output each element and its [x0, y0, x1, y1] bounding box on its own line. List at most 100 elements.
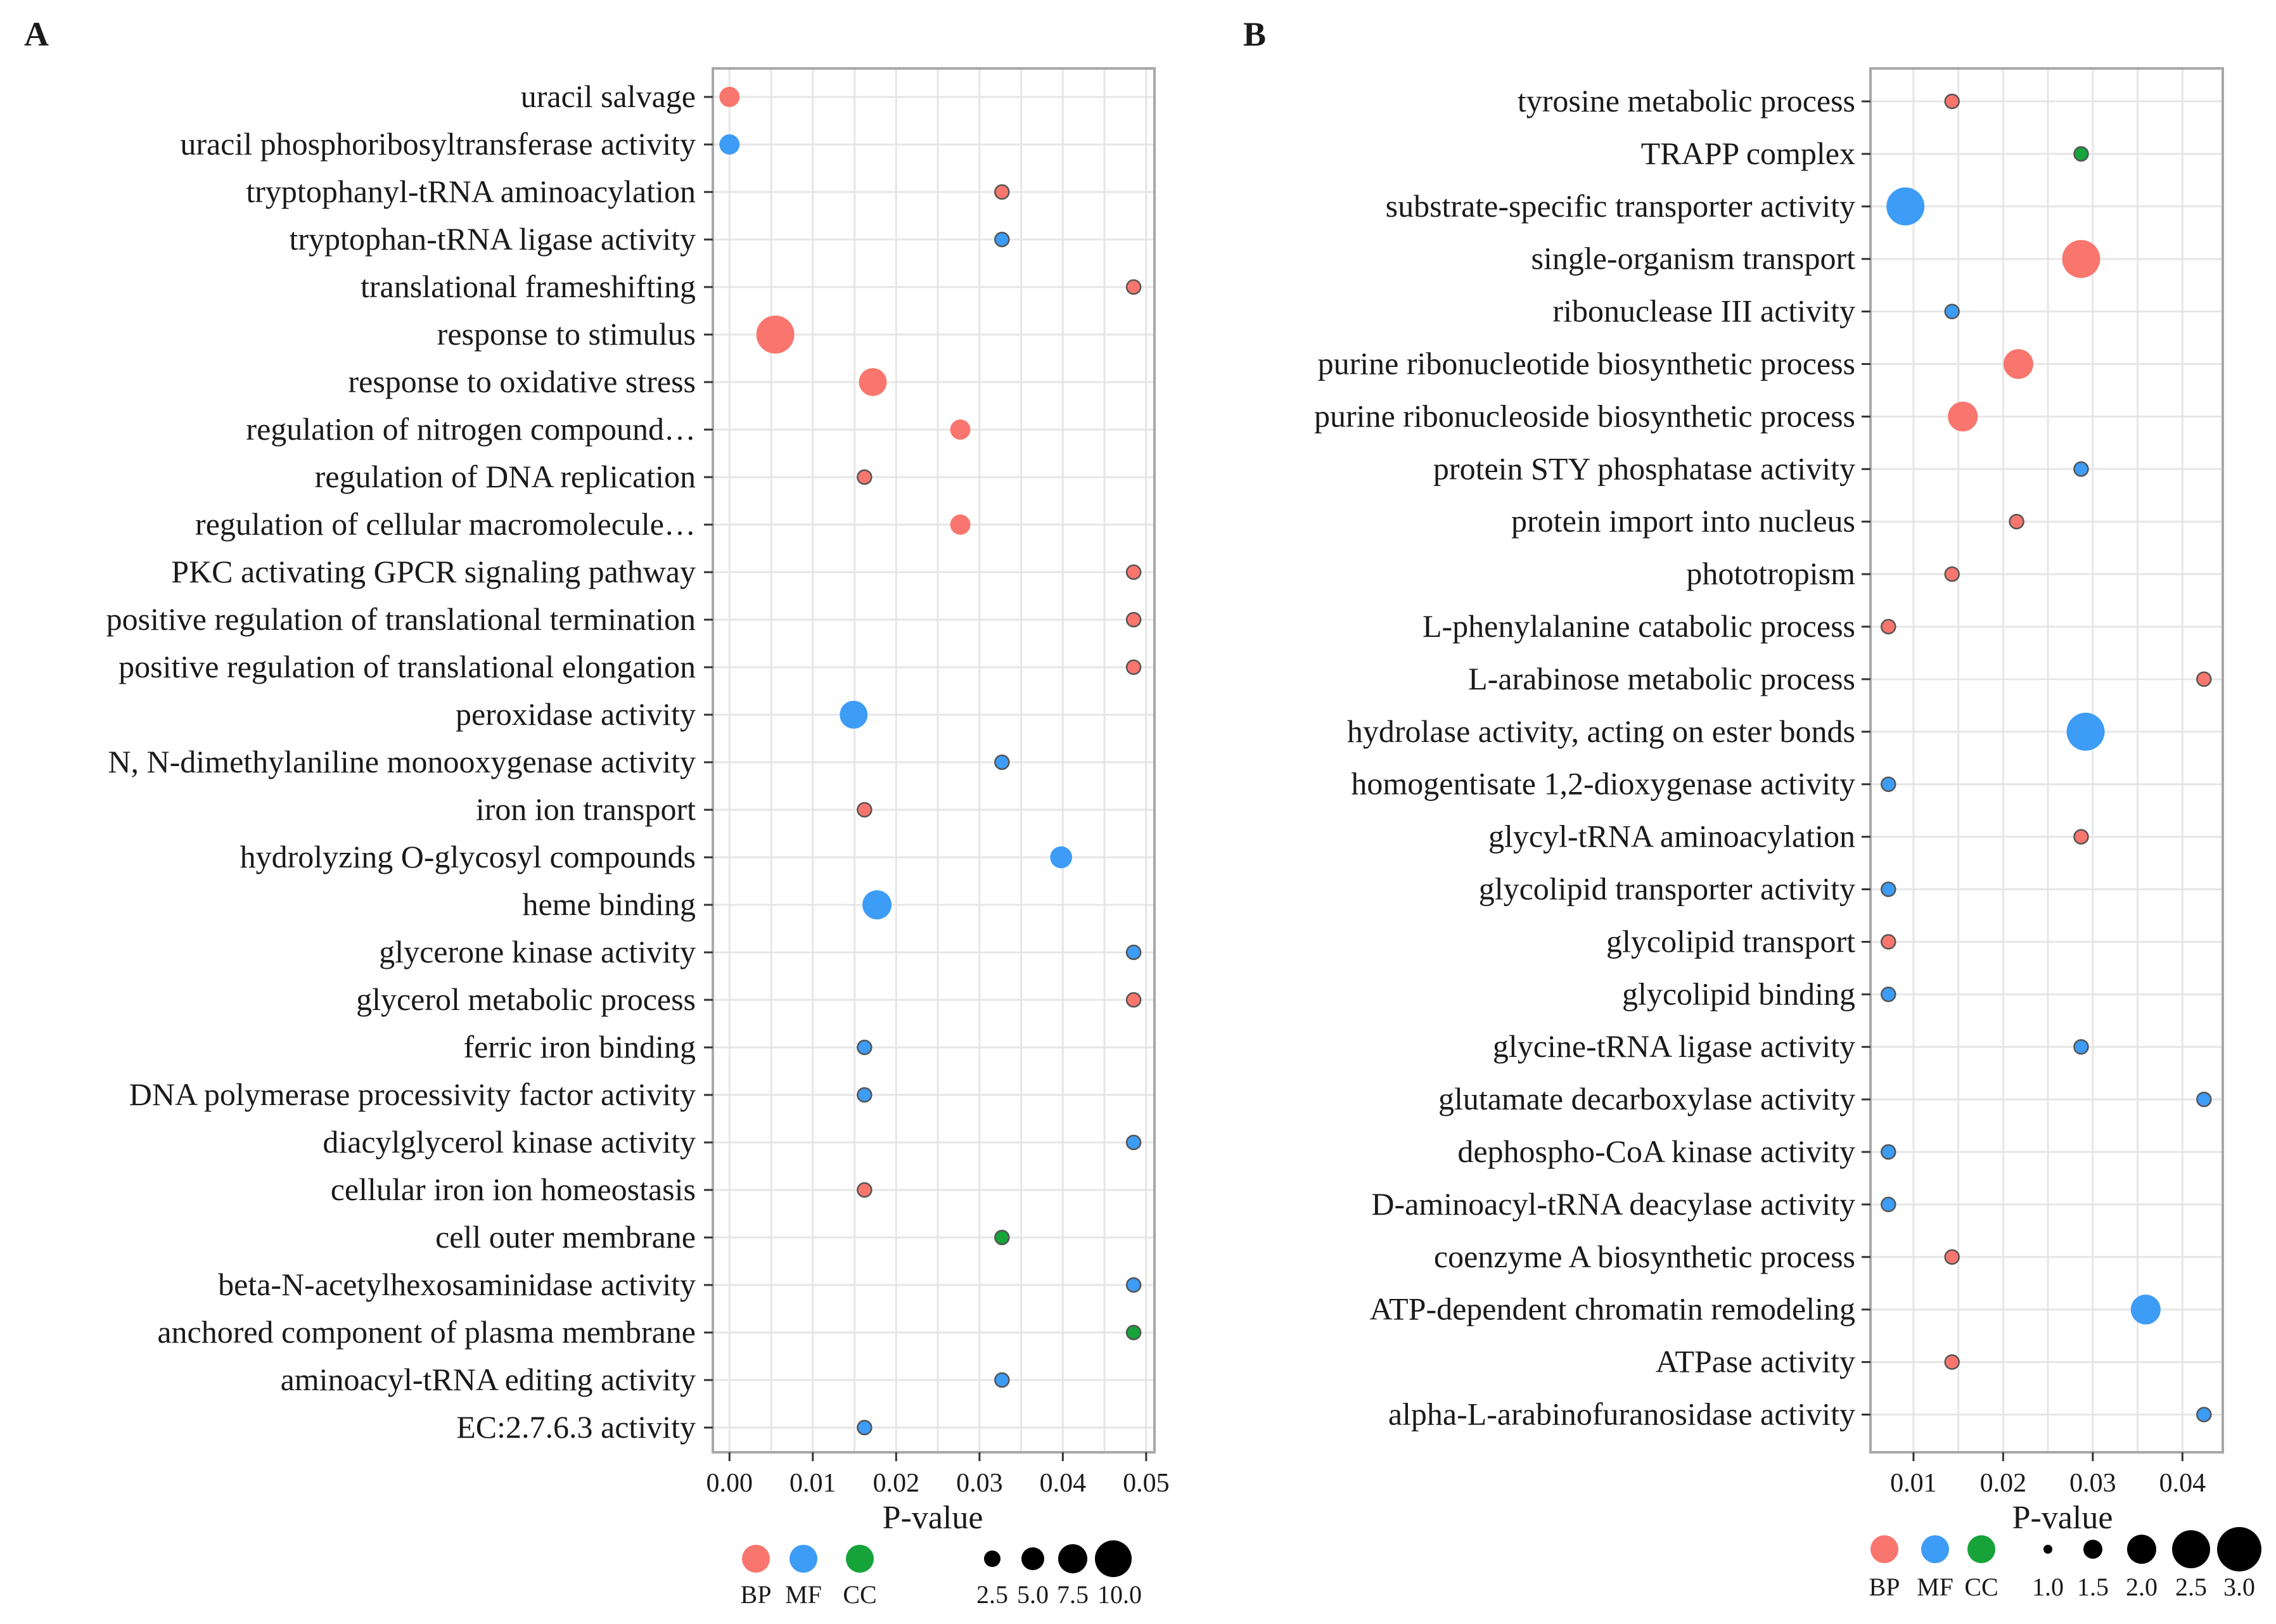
data-point [1886, 187, 1925, 226]
data-point [857, 1182, 873, 1198]
legend-label-mf: MF [1917, 1573, 1953, 1601]
legend-size-label: 2.5 [976, 1580, 1008, 1609]
y-tick-label: hydrolyzing O-glycosyl compounds [240, 839, 696, 874]
points-a [719, 87, 1142, 1436]
y-tick-label: glycine-tRNA ligase activity [1493, 1028, 1855, 1064]
y-tick-label: glutamate decarboxylase activity [1438, 1081, 1855, 1116]
data-point [994, 754, 1010, 770]
data-point [2062, 240, 2100, 278]
y-tick-label: ATPase activity [1656, 1344, 1855, 1379]
y-axis-labels-b: tyrosine metabolic process TRAPP complex s… [1314, 83, 1870, 1432]
legend-size-label: 2.5 [2175, 1573, 2207, 1601]
x-tick-label: 0.02 [873, 1469, 920, 1498]
y-tick-label: glycolipid binding [1622, 976, 1855, 1011]
y-tick-label: phototropism [1686, 556, 1855, 591]
y-tick-label: cellular iron ion homeostasis [331, 1172, 696, 1207]
data-point [2073, 829, 2089, 845]
legend-size-label: 1.5 [2077, 1573, 2109, 1601]
y-tick-label: L-arabinose metabolic process [1468, 661, 1855, 696]
legend-label-bp: BP [741, 1580, 772, 1609]
legend-label-bp: BP [1869, 1573, 1900, 1601]
x-tick-label: 0.01 [1890, 1469, 1937, 1498]
y-tick-label: tryptophanyl-tRNA aminoacylation [246, 174, 696, 209]
y-tick-label: ribonuclease III activity [1552, 293, 1855, 329]
y-tick-label: purine ribonucleotide biosynthetic proce… [1318, 346, 1855, 381]
x-axis-a: 0.00 0.01 0.02 0.03 0.04 0.05 [706, 1452, 1170, 1498]
y-tick-label: regulation of cellular macromolecule… [195, 506, 696, 542]
data-point [1125, 1134, 1142, 1151]
y-tick-label: response to stimulus [437, 316, 696, 352]
y-tick-label: heme binding [522, 886, 696, 922]
data-point [2003, 348, 2033, 380]
x-axis-title-a: P-value [883, 1500, 983, 1536]
legend-label-mf: MF [785, 1580, 822, 1609]
x-axis-title-b: P-value [2012, 1500, 2113, 1536]
data-point [1948, 401, 1978, 432]
legend-size-label: 5.0 [1017, 1580, 1049, 1609]
y-tick-label: alpha-L-arabinofuranosidase activity [1388, 1397, 1855, 1432]
legend-label-cc: CC [843, 1580, 876, 1609]
y-tick-label: uracil phosphoribosyltransferase activit… [180, 126, 696, 162]
legend-size-dot [2217, 1527, 2261, 1571]
legend-size-dot [2083, 1540, 2102, 1559]
legend-size-dot [2043, 1545, 2052, 1554]
legend-size-label: 7.5 [1057, 1580, 1089, 1609]
data-point [1050, 846, 1073, 869]
y-tick-label: glycerol metabolic process [356, 981, 696, 1017]
y-tick-label: hydrolase activity, acting on ester bond… [1347, 713, 1855, 749]
x-tick-label: 0.02 [1980, 1469, 2027, 1498]
plot-area-b [1869, 67, 2224, 1454]
legend-swatch-cc [1967, 1535, 1995, 1563]
data-point [1944, 1354, 1960, 1370]
y-tick-label: purine ribonucleoside biosynthetic proce… [1314, 398, 1855, 433]
legend-size-label: 3.0 [2223, 1573, 2255, 1601]
y-tick-label: diacylglycerol kinase activity [323, 1124, 696, 1160]
panel-label-a: A [24, 15, 49, 53]
data-point [994, 1372, 1010, 1388]
y-tick-label: regulation of nitrogen compound… [246, 411, 696, 447]
y-tick-label: glycolipid transport [1606, 923, 1855, 959]
data-point [2196, 671, 2212, 687]
data-point [857, 1039, 873, 1056]
legend-size-a: 2.5 5.0 7.5 10.0 [976, 1540, 1142, 1609]
data-point [950, 419, 971, 440]
legend-size-dot [1021, 1547, 1044, 1570]
data-point [1881, 1196, 1896, 1213]
data-point [1125, 1277, 1142, 1293]
y-tick-label: substrate-specific transporter activity [1386, 188, 1855, 224]
y-tick-label: glycerone kinase activity [379, 934, 696, 969]
data-point [2196, 1407, 2212, 1423]
gridlines-b [1872, 70, 2222, 1451]
data-point [857, 1087, 873, 1103]
data-point [1125, 611, 1142, 628]
data-point [2009, 513, 2024, 530]
x-tick-label: 0.03 [956, 1469, 1003, 1498]
data-point [857, 469, 873, 485]
y-tick-label: translational frameshifting [361, 269, 696, 304]
data-point [857, 1419, 873, 1436]
y-tick-label: positive regulation of translational elo… [118, 649, 696, 684]
data-point [756, 316, 795, 354]
y-tick-label: protein STY phosphatase activity [1433, 451, 1855, 486]
legend-size-dot [2172, 1530, 2210, 1568]
plot-area-a [712, 67, 1156, 1454]
y-tick-label: L-phenylalanine catabolic process [1422, 608, 1855, 644]
legend-swatch-bp [1870, 1535, 1898, 1563]
legend-swatch-cc [846, 1545, 874, 1573]
data-point [994, 1229, 1010, 1246]
data-point [2073, 1039, 2089, 1055]
data-point [2073, 461, 2089, 477]
x-tick-label: 0.04 [1040, 1469, 1087, 1498]
data-point [1944, 304, 1960, 319]
legend-label-cc: CC [1964, 1573, 1998, 1601]
data-point [1881, 618, 1896, 635]
y-tick-label: dephospho-CoA kinase activity [1457, 1134, 1855, 1169]
data-point [1125, 992, 1142, 1008]
x-tick-label: 0.04 [2159, 1469, 2206, 1498]
data-point [1881, 776, 1896, 792]
data-point [950, 515, 971, 535]
data-point [1881, 987, 1896, 1002]
data-point [1125, 944, 1142, 961]
